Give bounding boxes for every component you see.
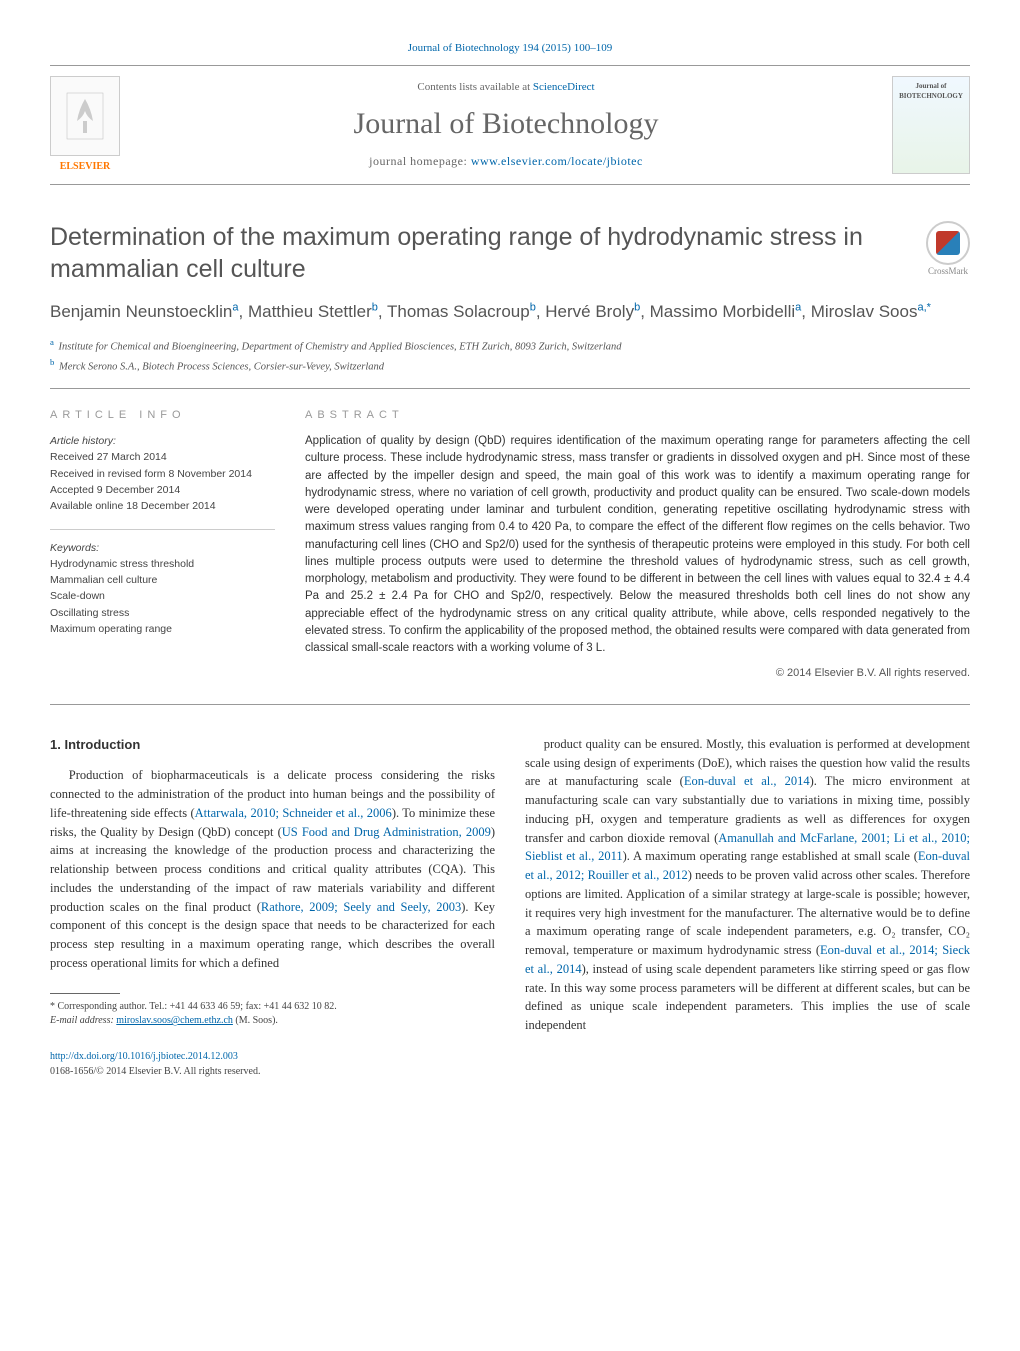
body-columns: 1. Introduction Production of biopharmac… — [50, 735, 970, 1079]
keyword: Mammalian cell culture — [50, 572, 275, 588]
keyword: Hydrodynamic stress threshold — [50, 556, 275, 572]
body-column-left: 1. Introduction Production of biopharmac… — [50, 735, 495, 1079]
abstract-column: ABSTRACT Application of quality by desig… — [305, 407, 970, 682]
affiliations: a Institute for Chemical and Bioengineer… — [50, 336, 970, 376]
journal-reference: Journal of Biotechnology 194 (2015) 100–… — [50, 40, 970, 57]
cover-label: Journal of BIOTECHNOLOGY — [897, 81, 965, 102]
sciencedirect-link[interactable]: ScienceDirect — [533, 81, 595, 93]
contents-available-line: Contents lists available at ScienceDirec… — [120, 79, 892, 96]
homepage-prefix: journal homepage: — [369, 154, 471, 168]
corresponding-author-footnote: * Corresponding author. Tel.: +41 44 633… — [50, 1000, 495, 1029]
abstract-label: ABSTRACT — [305, 407, 970, 424]
journal-homepage-line: journal homepage: www.elsevier.com/locat… — [120, 152, 892, 170]
history-revised: Received in revised form 8 November 2014 — [50, 466, 275, 482]
issn-copyright: 0168-1656/© 2014 Elsevier B.V. All right… — [50, 1066, 260, 1077]
history-received: Received 27 March 2014 — [50, 449, 275, 465]
intro-paragraph-2: product quality can be ensured. Mostly, … — [525, 735, 970, 1035]
article-info-label: ARTICLE INFO — [50, 407, 275, 424]
keyword: Oscillating stress — [50, 605, 275, 621]
journal-name: Journal of Biotechnology — [120, 101, 892, 146]
divider-bottom — [50, 704, 970, 705]
info-divider — [50, 529, 275, 530]
affiliation-a: a Institute for Chemical and Bioengineer… — [50, 336, 970, 356]
keyword: Scale-down — [50, 588, 275, 604]
journal-header: ELSEVIER Contents lists available at Sci… — [50, 65, 970, 185]
intro-paragraph-1: Production of biopharmaceuticals is a de… — [50, 766, 495, 972]
affiliation-b: b Merck Serono S.A., Biotech Process Sci… — [50, 356, 970, 376]
article-history: Article history: Received 27 March 2014 … — [50, 433, 275, 514]
divider-top — [50, 388, 970, 389]
crossmark-icon — [926, 221, 970, 265]
contents-prefix: Contents lists available at — [417, 81, 532, 93]
keywords-heading: Keywords: — [50, 540, 275, 556]
history-accepted: Accepted 9 December 2014 — [50, 482, 275, 498]
author-list: Benjamin Neunstoecklina, Matthieu Stettl… — [50, 300, 970, 325]
keywords-block: Keywords: Hydrodynamic stress threshold … — [50, 540, 275, 638]
abstract-text: Application of quality by design (QbD) r… — [305, 433, 970, 657]
corresponding-email-link[interactable]: miroslav.soos@chem.ethz.ch — [116, 1015, 233, 1026]
article-title: Determination of the maximum operating r… — [50, 221, 926, 286]
article-info-sidebar: ARTICLE INFO Article history: Received 2… — [50, 407, 275, 682]
keyword: Maximum operating range — [50, 621, 275, 637]
crossmark-badge[interactable]: CrossMark — [926, 221, 970, 279]
elsevier-tree-icon — [50, 76, 120, 156]
doi-link[interactable]: http://dx.doi.org/10.1016/j.jbiotec.2014… — [50, 1051, 238, 1062]
footnote-corr-line: * Corresponding author. Tel.: +41 44 633… — [50, 1000, 495, 1015]
body-column-right: product quality can be ensured. Mostly, … — [525, 735, 970, 1079]
crossmark-label: CrossMark — [928, 265, 968, 279]
abstract-copyright: © 2014 Elsevier B.V. All rights reserved… — [305, 665, 970, 682]
page-footer: http://dx.doi.org/10.1016/j.jbiotec.2014… — [50, 1049, 495, 1079]
email-label: E-mail address: — [50, 1015, 116, 1026]
footnote-email-line: E-mail address: miroslav.soos@chem.ethz.… — [50, 1014, 495, 1029]
publisher-logo-block: ELSEVIER — [50, 76, 120, 174]
elsevier-label: ELSEVIER — [60, 159, 111, 174]
journal-homepage-link[interactable]: www.elsevier.com/locate/jbiotec — [471, 154, 643, 168]
history-heading: Article history: — [50, 433, 275, 449]
history-online: Available online 18 December 2014 — [50, 498, 275, 514]
section-heading-intro: 1. Introduction — [50, 735, 495, 755]
footnote-separator — [50, 993, 120, 994]
email-suffix: (M. Soos). — [233, 1015, 278, 1026]
journal-cover-thumbnail: Journal of BIOTECHNOLOGY — [892, 76, 970, 174]
